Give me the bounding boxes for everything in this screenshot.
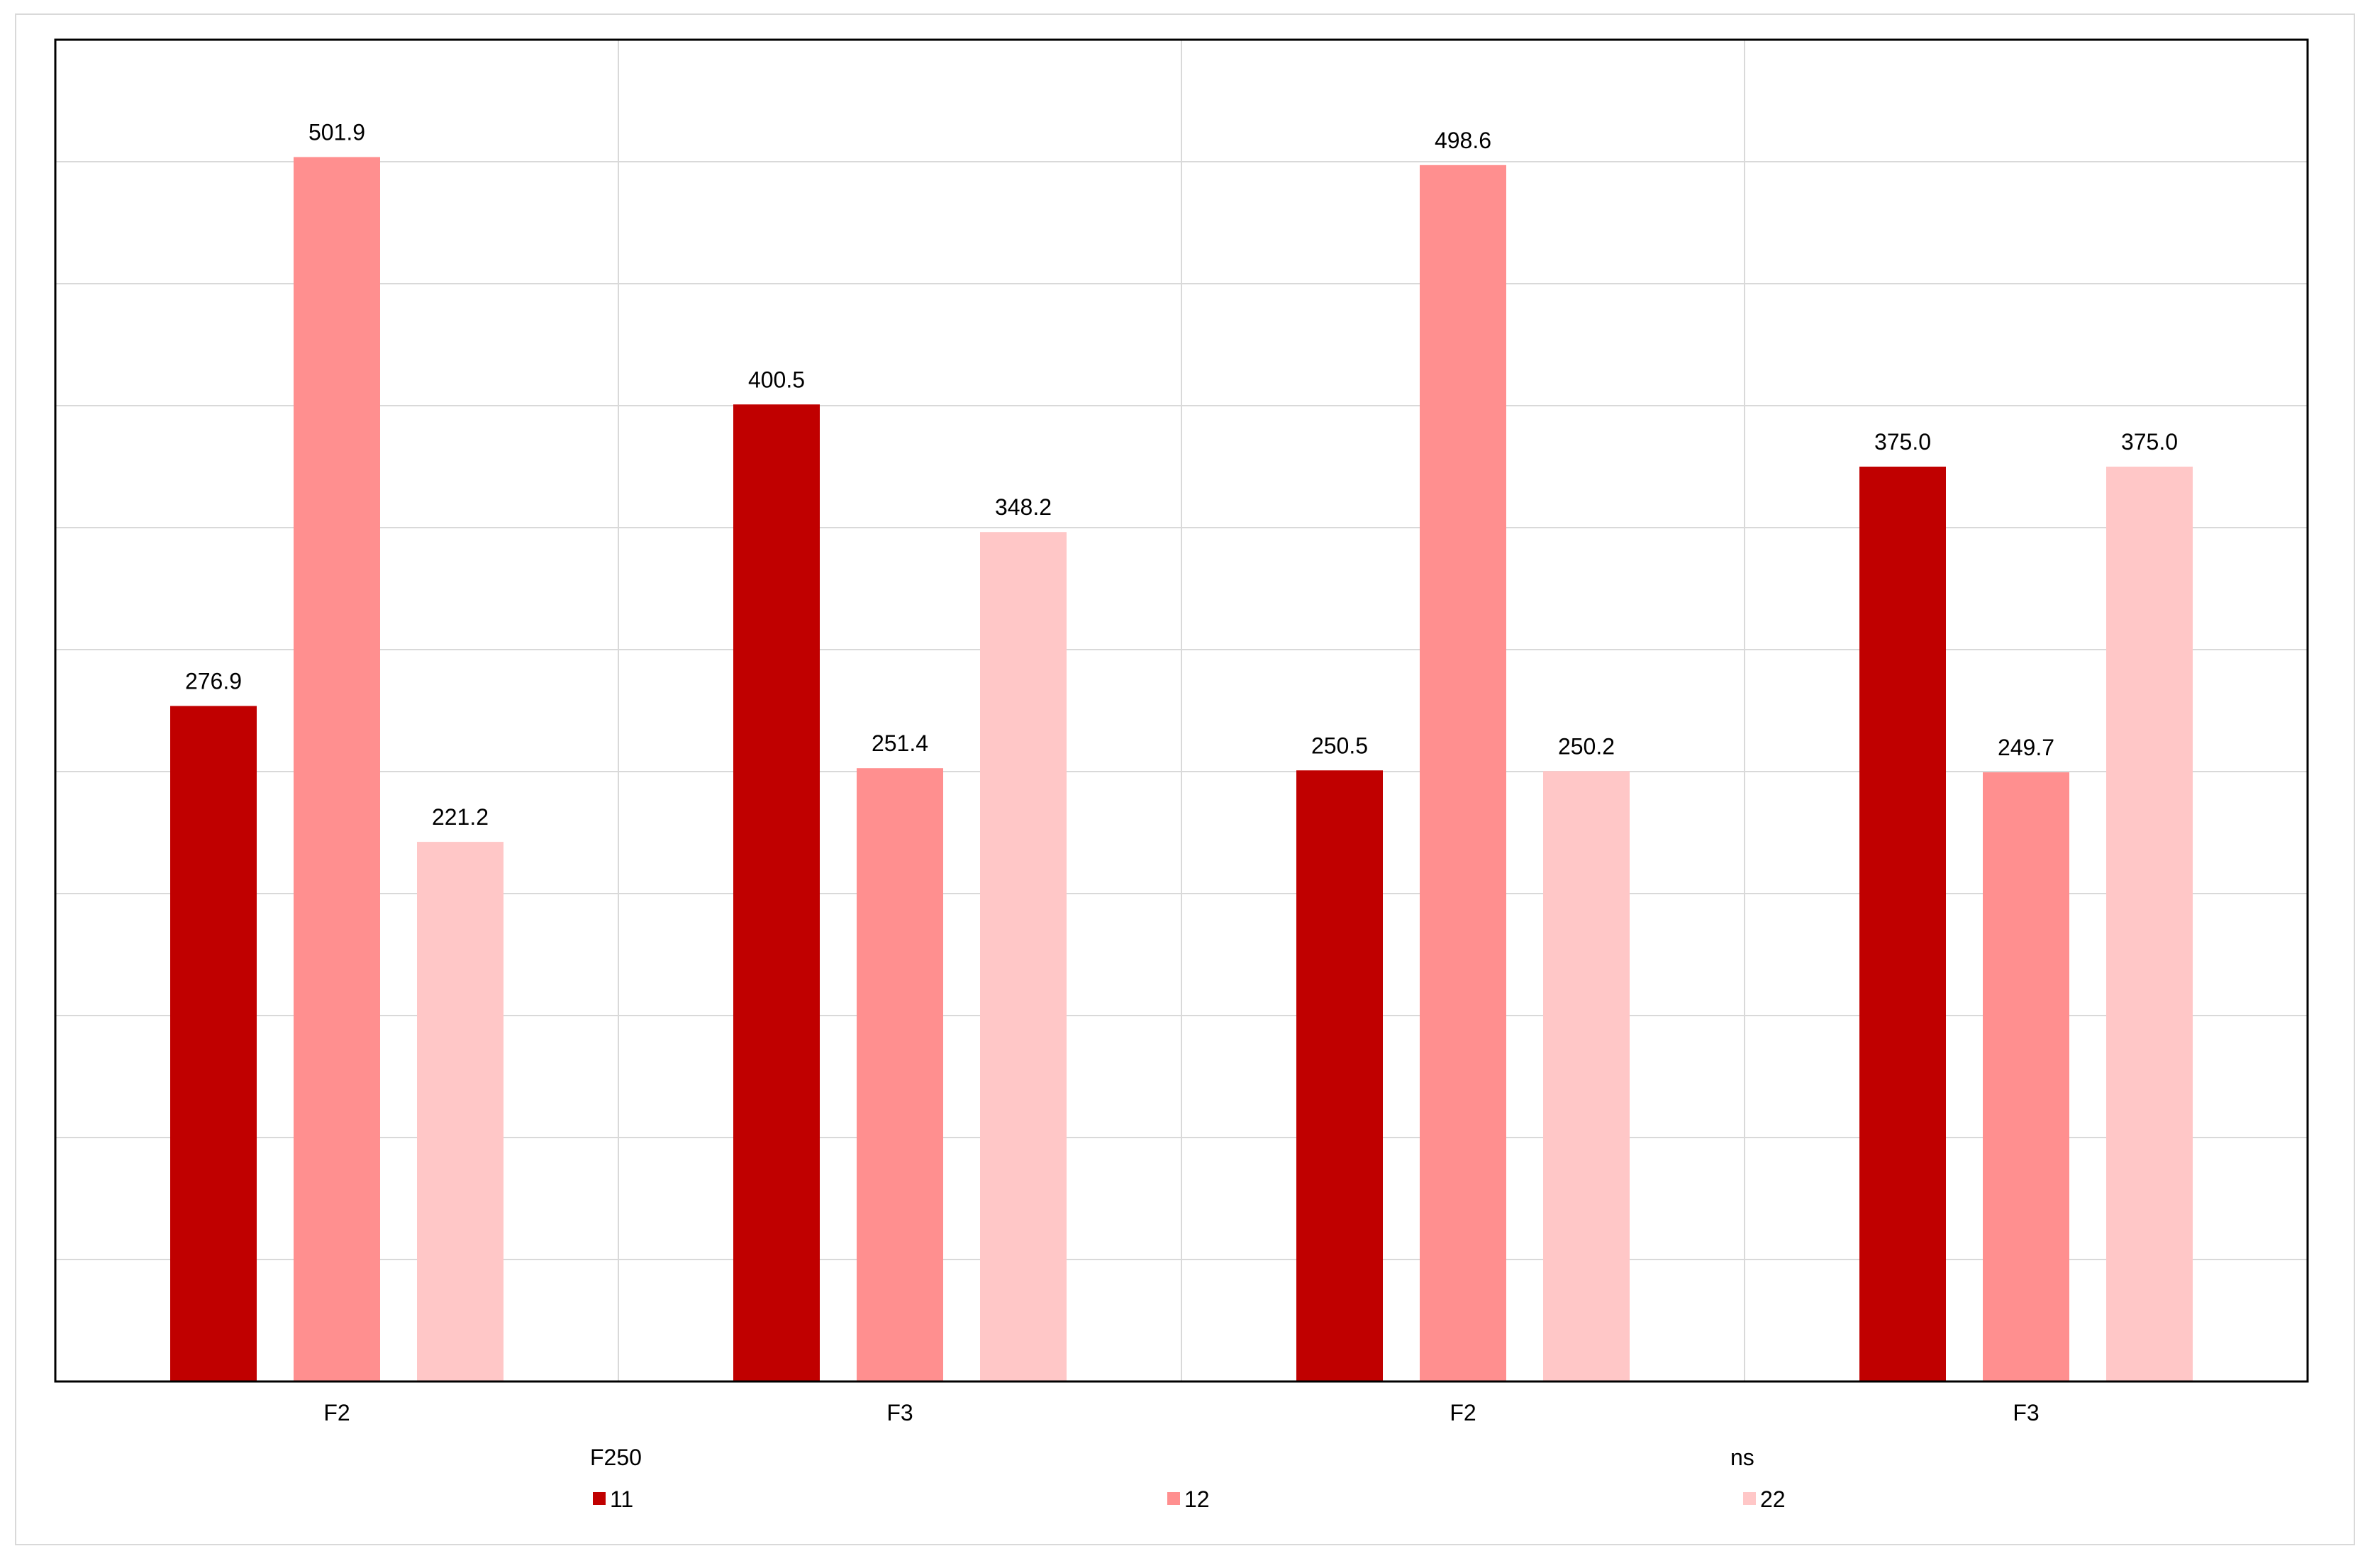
- data-label: 375.0: [2121, 429, 2178, 455]
- bar-series-22: [417, 842, 504, 1381]
- data-label: 251.4: [872, 730, 928, 756]
- bar-series-11: [1296, 770, 1383, 1381]
- x-tick-label: F2: [323, 1400, 350, 1425]
- grid-layer: [55, 40, 2308, 1381]
- legend: 11 12 22: [593, 1486, 1786, 1512]
- chart-frame: [15, 13, 2355, 1545]
- x-tick-label: F3: [2013, 1400, 2039, 1425]
- bar-series-12: [857, 768, 943, 1381]
- legend-swatch-22: [1743, 1492, 1756, 1505]
- legend-label-11: 11: [610, 1486, 633, 1512]
- data-label: 501.9: [308, 119, 365, 145]
- data-label-layer: 276.9 400.5 250.5 375.0 501.9 251.4 498.6 249.7…: [185, 119, 2178, 830]
- legend-label-12: 12: [1184, 1486, 1210, 1512]
- bar-series-11: [1859, 467, 1946, 1381]
- plot-border: [54, 38, 2309, 1383]
- data-label: 348.2: [995, 494, 1052, 520]
- legend-swatch-12: [1167, 1492, 1180, 1505]
- bar-series-11: [733, 404, 820, 1381]
- bar-series-22: [980, 532, 1067, 1381]
- x-group-label: ns: [1730, 1445, 1754, 1470]
- data-label: 375.0: [1874, 429, 1931, 455]
- legend-label-22: 22: [1760, 1486, 1786, 1512]
- bar-series-22: [1543, 771, 1630, 1381]
- data-label: 276.9: [185, 668, 242, 694]
- x-axis: F2 F3 F2 F3 F250 ns: [323, 1400, 2039, 1470]
- bar-series-12: [1420, 165, 1506, 1381]
- data-label: 221.2: [432, 804, 489, 830]
- data-label: 250.2: [1558, 733, 1615, 759]
- x-tick-label: F3: [886, 1400, 913, 1425]
- bar-series-12: [294, 157, 380, 1382]
- bar-series-22: [2106, 467, 2193, 1381]
- data-label: 400.5: [748, 367, 805, 392]
- bar-series-12: [1983, 772, 2069, 1381]
- data-label: 249.7: [1998, 735, 2054, 760]
- data-label: 498.6: [1435, 128, 1491, 153]
- legend-swatch-11: [593, 1492, 606, 1505]
- bar-series-11: [170, 706, 257, 1381]
- x-group-label: F250: [590, 1445, 642, 1470]
- x-tick-label: F2: [1450, 1400, 1476, 1425]
- data-label: 250.5: [1311, 733, 1368, 758]
- bar-layer: [170, 157, 2193, 1382]
